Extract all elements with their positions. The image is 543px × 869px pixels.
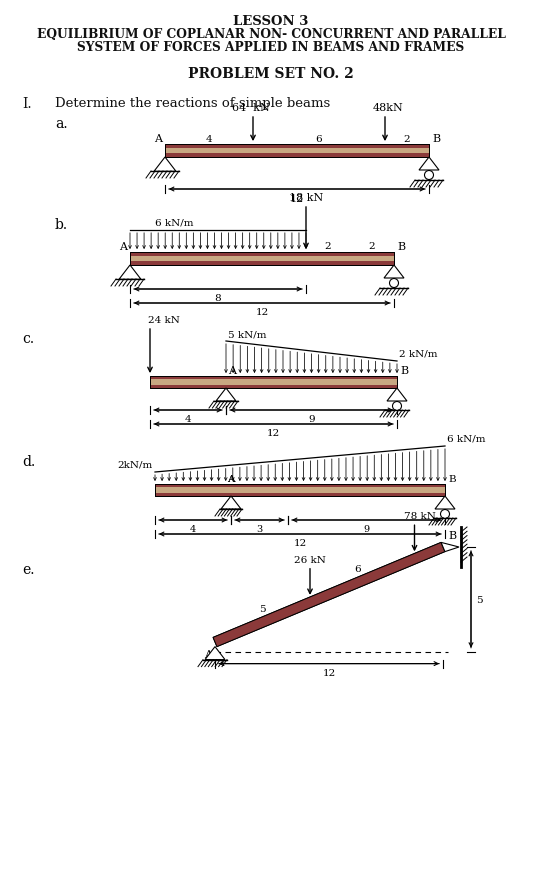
Text: B: B [397, 242, 405, 252]
Bar [155, 493, 445, 496]
Polygon shape [205, 647, 225, 660]
Text: EQUILIBRIUM OF COPLANAR NON- CONCURRENT AND PARALLEL: EQUILIBRIUM OF COPLANAR NON- CONCURRENT … [36, 28, 506, 41]
Text: 64  kN: 64 kN [232, 103, 270, 113]
Text: 6: 6 [354, 564, 361, 574]
Polygon shape [419, 158, 439, 171]
Text: 5: 5 [476, 595, 483, 604]
Text: 26 kN: 26 kN [294, 555, 326, 564]
Polygon shape [213, 543, 443, 643]
Text: 18 kN: 18 kN [289, 193, 323, 202]
Text: 2kN/m: 2kN/m [118, 461, 153, 469]
Text: 24 kN: 24 kN [148, 315, 180, 325]
Circle shape [389, 279, 399, 289]
Polygon shape [435, 496, 455, 509]
Text: 48kN: 48kN [372, 103, 403, 113]
Bar [150, 385, 397, 388]
Text: I.: I. [22, 96, 31, 111]
Text: 5 kN/m: 5 kN/m [228, 329, 267, 339]
Text: A: A [154, 134, 162, 144]
Circle shape [440, 510, 450, 519]
Text: 3: 3 [256, 524, 263, 534]
Bar [130, 253, 394, 256]
Text: 2: 2 [325, 242, 331, 251]
Text: B: B [448, 531, 456, 541]
Text: 2: 2 [403, 135, 411, 144]
Polygon shape [119, 266, 141, 280]
Circle shape [425, 171, 433, 180]
Text: 5: 5 [259, 604, 266, 613]
Text: 12: 12 [293, 539, 307, 547]
Polygon shape [221, 496, 241, 509]
Text: d.: d. [22, 454, 35, 468]
Text: 6 kN/m: 6 kN/m [155, 219, 193, 228]
Text: 78 kN: 78 kN [403, 512, 435, 521]
Bar [165, 145, 429, 149]
Text: c.: c. [22, 332, 34, 346]
Text: PROBLEM SET NO. 2: PROBLEM SET NO. 2 [188, 67, 354, 81]
Text: 8: 8 [214, 294, 222, 302]
Bar [150, 376, 397, 388]
Text: 4: 4 [190, 524, 196, 534]
Text: A: A [204, 649, 212, 659]
Text: 6: 6 [315, 135, 323, 144]
Text: 12: 12 [267, 428, 280, 437]
Text: 2: 2 [369, 242, 375, 251]
Text: 9: 9 [308, 415, 315, 423]
Text: 12: 12 [323, 668, 336, 677]
Text: 12: 12 [255, 308, 269, 316]
Text: A: A [228, 474, 235, 483]
Text: A: A [119, 242, 127, 252]
Text: 12: 12 [290, 194, 304, 203]
Polygon shape [213, 543, 445, 647]
Text: 6 kN/m: 6 kN/m [447, 434, 485, 443]
Bar [165, 154, 429, 158]
Circle shape [393, 402, 401, 411]
Polygon shape [154, 158, 176, 172]
Text: B: B [400, 366, 408, 375]
Text: Determine the reactions of simple beams: Determine the reactions of simple beams [55, 96, 330, 109]
Text: SYSTEM OF FORCES APPLIED IN BEAMS AND FRAMES: SYSTEM OF FORCES APPLIED IN BEAMS AND FR… [77, 41, 465, 54]
Bar [150, 376, 397, 388]
Polygon shape [387, 388, 407, 401]
Text: A: A [228, 474, 235, 483]
Text: B: B [448, 474, 456, 483]
Polygon shape [215, 547, 445, 647]
Bar [155, 484, 445, 488]
Text: 2 kN/m: 2 kN/m [399, 349, 438, 359]
Text: b.: b. [55, 218, 68, 232]
Text: a.: a. [55, 116, 68, 131]
Bar [150, 376, 397, 380]
Bar [165, 145, 429, 158]
Text: e.: e. [22, 562, 35, 576]
Bar [130, 253, 394, 266]
Polygon shape [384, 266, 404, 279]
Text: B: B [432, 134, 440, 144]
Bar [155, 484, 445, 496]
Text: 4: 4 [206, 135, 212, 144]
Text: A: A [228, 366, 236, 375]
Bar [130, 253, 394, 266]
Text: LESSON 3: LESSON 3 [233, 15, 308, 28]
Bar [155, 484, 445, 496]
Polygon shape [216, 388, 236, 401]
Bar [165, 145, 429, 158]
Text: 4: 4 [185, 415, 191, 423]
Bar [130, 262, 394, 266]
Text: 9: 9 [363, 524, 370, 534]
Polygon shape [441, 543, 459, 552]
